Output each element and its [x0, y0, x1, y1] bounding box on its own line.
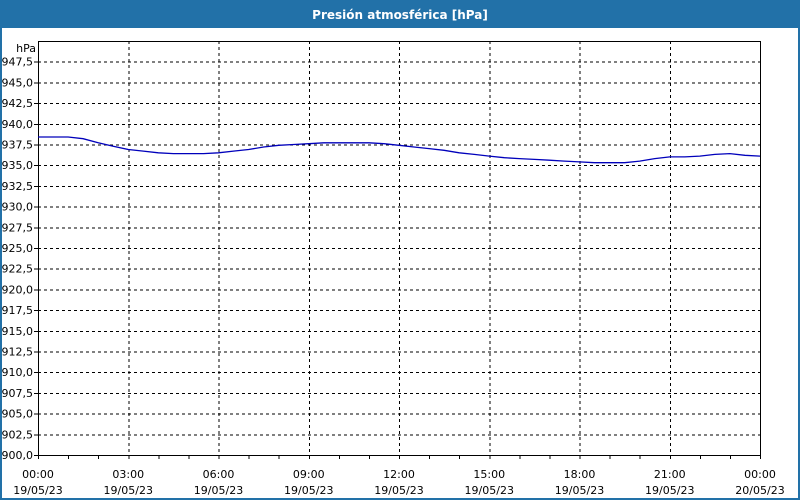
x-axis-time-label: 12:00: [383, 468, 415, 481]
x-axis-time-label: 06:00: [203, 468, 235, 481]
y-axis-label: 940,0: [2, 118, 33, 131]
y-axis-label: 942,5: [2, 97, 33, 110]
x-axis-date-label: 19/05/23: [13, 484, 62, 497]
pressure-line: [38, 136, 761, 164]
y-axis-label: 902,5: [2, 428, 33, 441]
x-axis-date-label: 19/05/23: [194, 484, 243, 497]
x-axis-date-label: 19/05/23: [374, 484, 423, 497]
gridlines: [38, 41, 760, 461]
y-axis-label: 927,5: [2, 221, 33, 234]
y-axis-unit-label: hPa: [16, 42, 36, 55]
chart-area: hPa 900,0 902,5 905,0 907,5 910,0 912,5 915,0 91…: [2, 28, 798, 498]
y-axis-label: 907,5: [2, 387, 33, 400]
y-axis-label: 915,0: [2, 325, 33, 338]
x-axis-date-label: 19/05/23: [645, 484, 694, 497]
y-axis-label: 905,0: [2, 408, 33, 421]
title-bar: Presión atmosférica [hPa]: [2, 2, 798, 28]
y-axis-label: 925,0: [2, 242, 33, 255]
x-axis-date-label: 19/05/23: [284, 484, 333, 497]
y-axis-label: 932,5: [2, 180, 33, 193]
y-axis-label: 920,0: [2, 283, 33, 296]
y-axis-label: 900,0: [2, 449, 33, 462]
x-axis-date-label: 20/05/23: [735, 484, 784, 497]
x-axis-time-label: 09:00: [293, 468, 325, 481]
chart-title: Presión atmosférica [hPa]: [312, 8, 488, 22]
x-axis-time-label: 00:00: [22, 468, 54, 481]
y-axis-label: 912,5: [2, 346, 33, 359]
pressure-chart: hPa 900,0 902,5 905,0 907,5 910,0 912,5 915,0 91…: [2, 41, 785, 497]
y-axis-label: 945,0: [2, 76, 33, 89]
x-axis-time-label: 21:00: [654, 468, 686, 481]
x-axis-time-label: 03:00: [112, 468, 144, 481]
y-axis-label: 922,5: [2, 263, 33, 276]
x-axis-time-label: 15:00: [473, 468, 505, 481]
x-axis-date-label: 19/05/23: [104, 484, 153, 497]
y-axis-label: 937,5: [2, 139, 33, 152]
axes: [34, 41, 761, 459]
x-axis-date-label: 19/05/23: [465, 484, 514, 497]
x-axis-time-label: 00:00: [744, 468, 776, 481]
y-axis-labels: hPa 900,0 902,5 905,0 907,5 910,0 912,5 915,0 91…: [2, 42, 36, 462]
x-axis-time-label: 18:00: [564, 468, 596, 481]
y-axis-label: 935,0: [2, 159, 33, 172]
y-axis-label: 947,5: [2, 56, 33, 69]
y-axis-label: 930,0: [2, 201, 33, 214]
y-axis-label: 910,0: [2, 366, 33, 379]
y-axis-label: 917,5: [2, 304, 33, 317]
x-axis-date-label: 19/05/23: [555, 484, 604, 497]
x-axis-labels: 00:00 19/05/23 03:00 19/05/23 06:00 19/05/23 0…: [13, 468, 784, 497]
